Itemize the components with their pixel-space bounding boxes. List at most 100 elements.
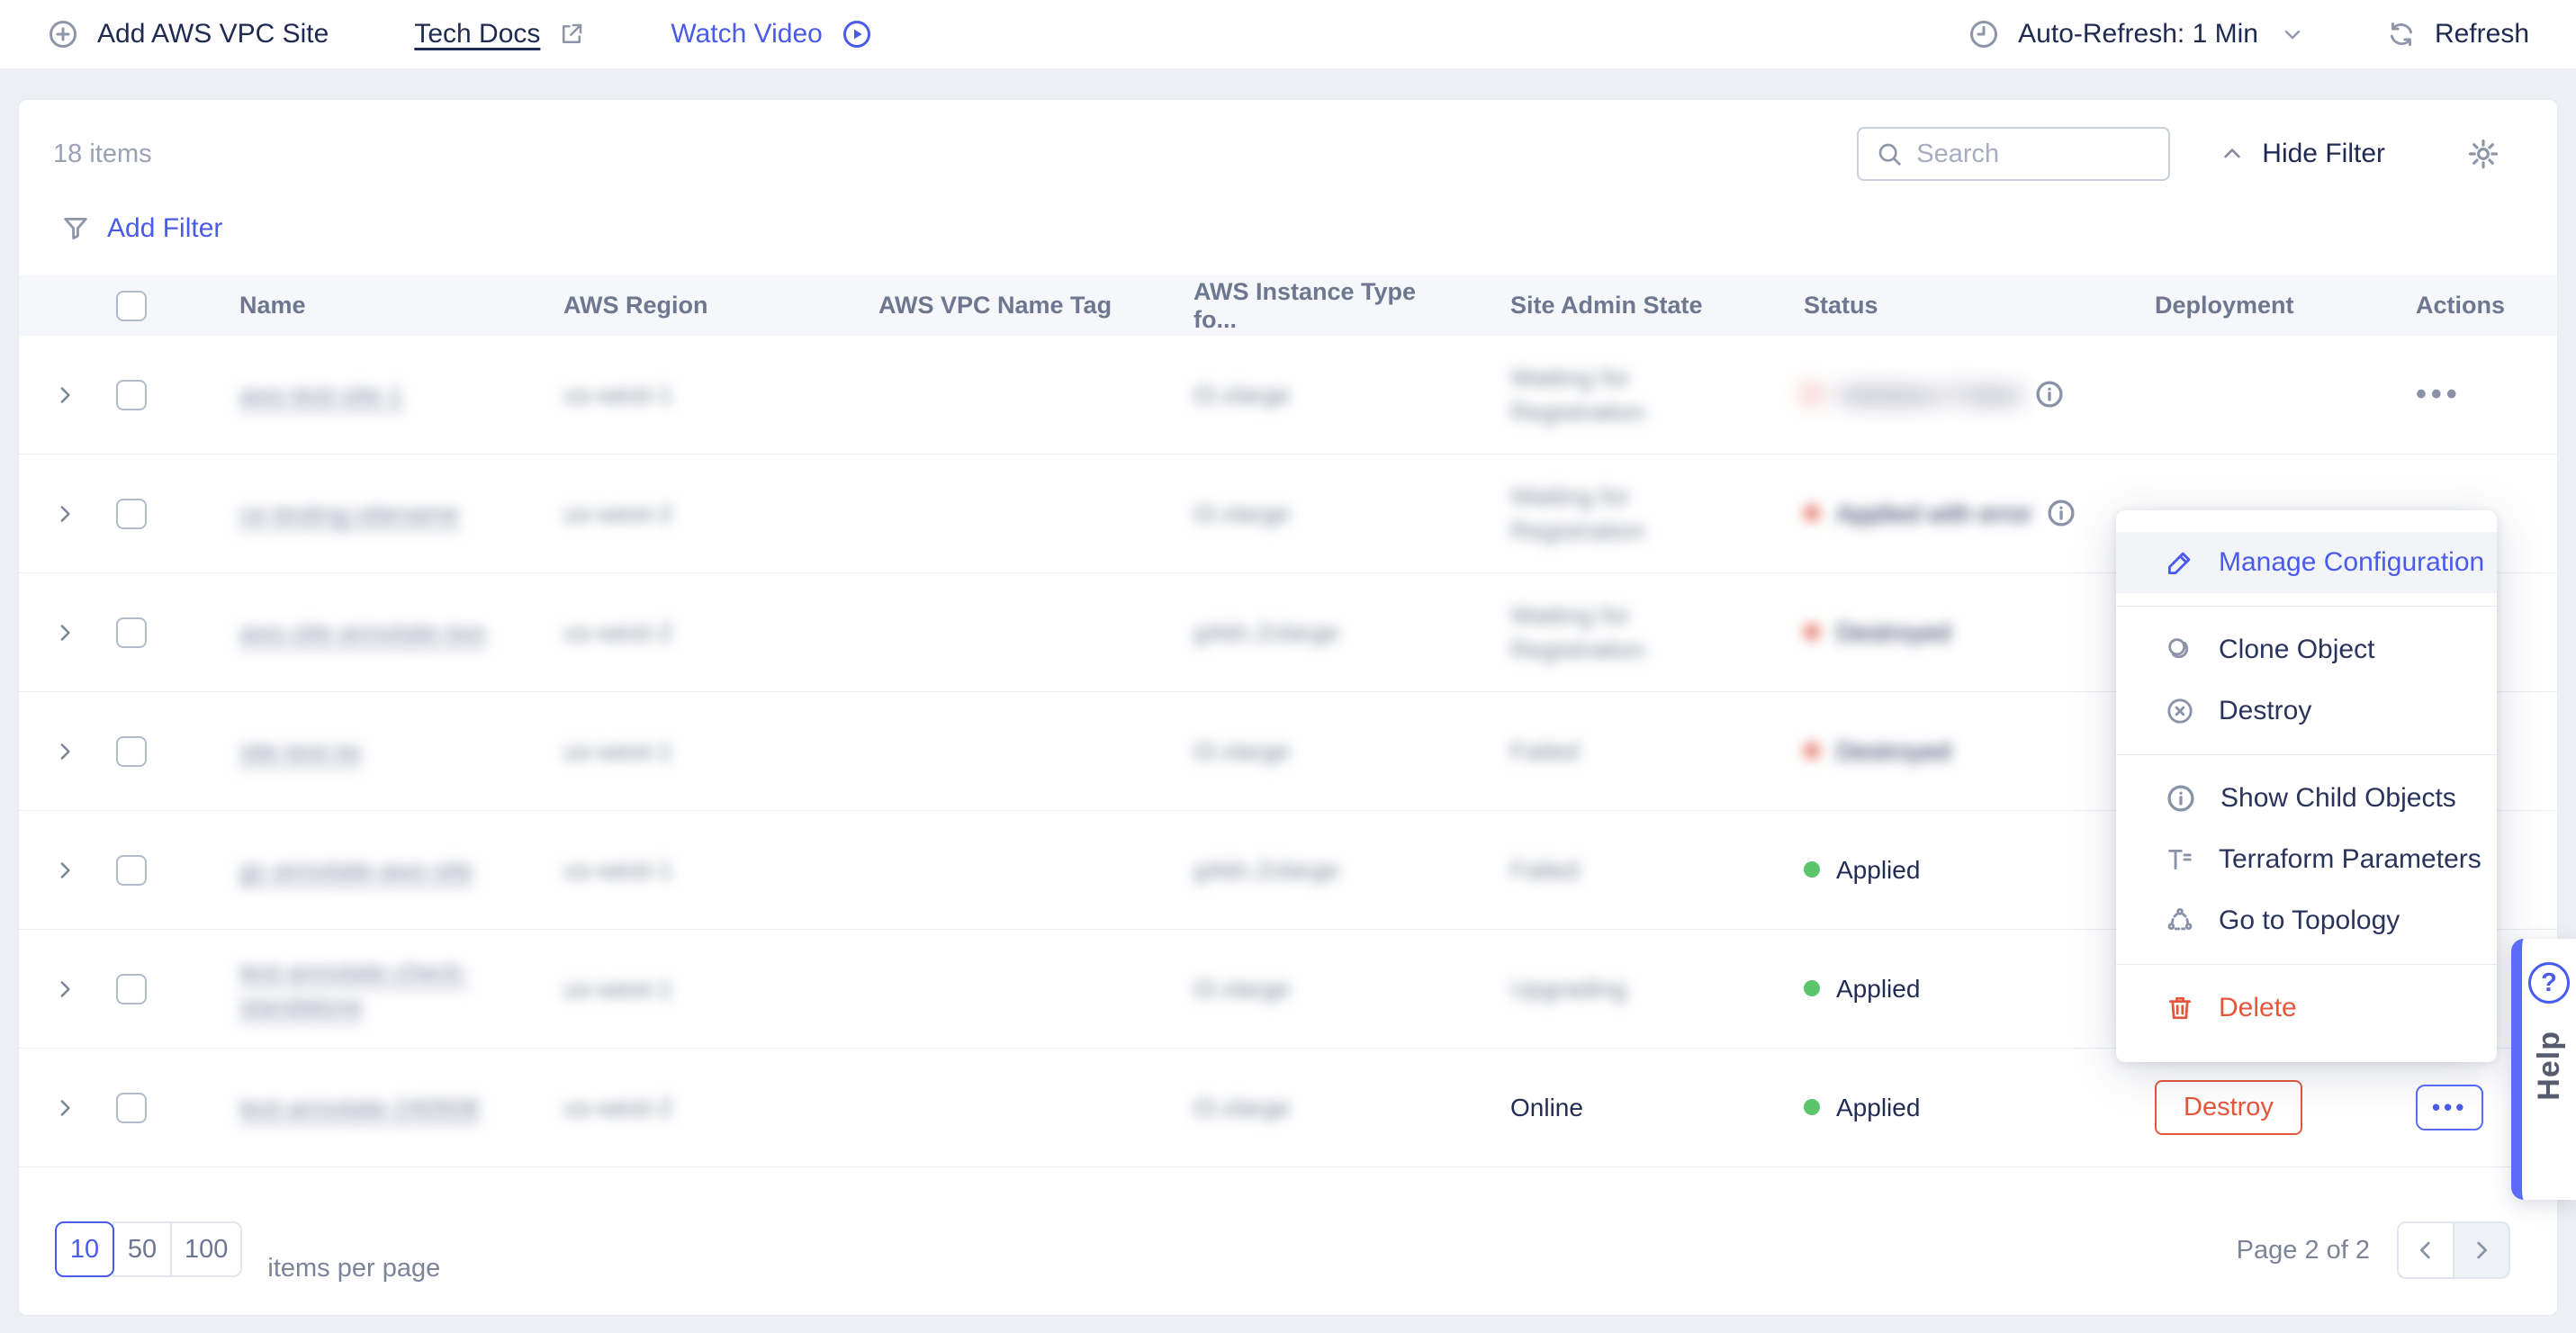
- row-expander-chevron-icon[interactable]: [19, 500, 82, 527]
- instance-type-value: g4dn.2xlarge: [1193, 855, 1339, 884]
- previous-page-button[interactable]: [2397, 1221, 2454, 1279]
- status-value: Validation Failed: [1836, 380, 2021, 409]
- cell-status: Applied with error: [1745, 497, 2096, 531]
- external-link-icon: [558, 21, 585, 48]
- destroy-button[interactable]: Destroy: [2155, 1080, 2302, 1135]
- row-menu-button-active[interactable]: •••: [2416, 1085, 2484, 1130]
- menu-item-show-child-objects[interactable]: Show Child Objects: [2116, 768, 2497, 829]
- info-circle-icon[interactable]: [2045, 497, 2077, 529]
- cell-instance-type: t3.xlarge: [1135, 972, 1452, 1006]
- table-row: test-annotate-240508 us-west-2 t3.xlarge On…: [19, 1049, 2557, 1167]
- next-page-button[interactable]: [2453, 1221, 2510, 1279]
- row-checkbox[interactable]: [116, 735, 147, 767]
- page-indicator: Page 2 of 2: [2236, 1235, 2370, 1265]
- plus-circle-icon: [47, 18, 79, 50]
- menu-item-manage-configuration[interactable]: Manage Configuration: [2116, 532, 2497, 593]
- page-size-10[interactable]: 10: [55, 1221, 114, 1277]
- row-expander-chevron-icon[interactable]: [19, 857, 82, 884]
- site-name-link[interactable]: test-annotate-check-standalone: [239, 957, 470, 1020]
- status-value: Applied: [1836, 855, 1921, 884]
- row-menu-button[interactable]: •••: [2416, 377, 2462, 411]
- cell-aws-region: us-west-1: [505, 972, 820, 1006]
- site-name-link[interactable]: ce-testing-sitename: [239, 499, 460, 527]
- row-expander-chevron-icon[interactable]: [19, 976, 82, 1003]
- page-size-50[interactable]: 50: [113, 1221, 172, 1277]
- gear-icon[interactable]: [2466, 137, 2500, 171]
- row-expander-chevron-icon[interactable]: [19, 1094, 82, 1121]
- menu-item-destroy[interactable]: Destroy: [2116, 680, 2497, 742]
- watch-video-link[interactable]: Watch Video: [671, 18, 872, 50]
- row-checkbox[interactable]: [116, 854, 147, 886]
- trash-icon: [2165, 993, 2195, 1023]
- instance-type-value: t3.xlarge: [1193, 499, 1291, 527]
- row-expander-chevron-icon[interactable]: [19, 619, 82, 646]
- tech-docs-link[interactable]: Tech Docs: [414, 19, 585, 50]
- aws-region-value: us-west-1: [563, 974, 673, 1003]
- info-circle-icon[interactable]: [2033, 378, 2066, 410]
- cell-actions: •••: [2357, 377, 2557, 412]
- auto-refresh-dropdown[interactable]: Auto-Refresh: 1 Min: [1968, 18, 2305, 50]
- cell-instance-type: t3.xlarge: [1135, 734, 1452, 769]
- cell-site-admin-state: Online: [1452, 1091, 1745, 1125]
- column-header-name: Name: [239, 292, 306, 319]
- cell-site-admin-state: Waiting for Registration: [1452, 480, 1745, 548]
- site-name-link[interactable]: site-test-tw: [239, 736, 362, 765]
- help-label: Help: [2531, 1031, 2566, 1101]
- site-name-link[interactable]: aws-test-site-1: [239, 380, 404, 409]
- site-admin-state-value: Online: [1510, 1093, 1583, 1121]
- cell-aws-region: us-west-2: [505, 1091, 820, 1125]
- row-checkbox[interactable]: [116, 973, 147, 1004]
- question-circle-icon: ?: [2528, 962, 2570, 1004]
- menu-item-delete[interactable]: Delete: [2116, 977, 2497, 1039]
- instance-type-value: g4dn.2xlarge: [1193, 617, 1339, 646]
- add-filter-label: Add Filter: [107, 213, 223, 243]
- hide-filter-button[interactable]: Hide Filter: [2219, 139, 2385, 169]
- add-aws-vpc-site-button[interactable]: Add AWS VPC Site: [47, 18, 329, 50]
- row-checkbox[interactable]: [116, 1092, 147, 1123]
- cell-name: test-annotate-check-standalone: [181, 955, 505, 1023]
- row-expander-chevron-icon[interactable]: [19, 382, 82, 409]
- cell-name: aws-site-annotate-two: [181, 616, 505, 650]
- items-per-page-label: items per page: [267, 1254, 441, 1283]
- refresh-button[interactable]: Refresh: [2386, 19, 2529, 50]
- menu-divider: [2116, 754, 2497, 755]
- menu-item-go-to-topology[interactable]: Go to Topology: [2116, 890, 2497, 951]
- chevron-up-icon: [2219, 140, 2246, 167]
- aws-region-value: us-west-1: [563, 736, 673, 765]
- menu-item-label: Go to Topology: [2219, 905, 2400, 935]
- menu-item-terraform-parameters[interactable]: Terraform Parameters: [2116, 829, 2497, 890]
- items-count: 18 items: [53, 139, 152, 168]
- search-icon: [1875, 140, 1904, 168]
- row-expander-chevron-icon[interactable]: [19, 738, 82, 765]
- funnel-icon: [60, 213, 91, 244]
- site-name-link[interactable]: test-annotate-240508: [239, 1093, 480, 1121]
- cell-name: site-test-tw: [181, 734, 505, 769]
- cell-instance-type: t3.xlarge: [1135, 378, 1452, 412]
- page-size-100[interactable]: 100: [170, 1221, 243, 1277]
- menu-item-label: Clone Object: [2219, 635, 2375, 664]
- site-name-link[interactable]: aws-site-annotate-two: [239, 617, 486, 646]
- cell-deployment: Destroy: [2096, 1080, 2357, 1135]
- cell-aws-region: us-west-1: [505, 734, 820, 769]
- menu-item-clone-object[interactable]: Clone Object: [2116, 619, 2497, 680]
- terraform-icon: [2165, 844, 2195, 875]
- refresh-label: Refresh: [2434, 19, 2529, 49]
- clone-icon: [2165, 635, 2195, 665]
- row-checkbox[interactable]: [116, 617, 147, 648]
- status-value: Applied: [1836, 974, 1921, 1003]
- row-checkbox[interactable]: [116, 379, 147, 410]
- clock-icon: [1968, 18, 2000, 50]
- site-name-link[interactable]: gc-annotate-aws-site: [239, 855, 473, 884]
- search-input[interactable]: [1916, 139, 2153, 169]
- add-filter-button[interactable]: Add Filter: [60, 213, 2500, 244]
- status-dot: [1804, 743, 1820, 760]
- column-header-actions: Actions: [2416, 292, 2506, 319]
- row-actions-context-menu: Manage Configuration Clone Object Destroy S…: [2116, 510, 2497, 1062]
- help-tab[interactable]: ? Help: [2511, 939, 2576, 1200]
- cell-status: Validation Failed: [1745, 378, 2096, 412]
- row-checkbox[interactable]: [116, 498, 147, 529]
- select-all-checkbox[interactable]: [116, 290, 147, 321]
- table-row: aws-test-site-1 us-west-1 t3.xlarge Waiting…: [19, 336, 2557, 455]
- topbar: Add AWS VPC Site Tech Docs Watch Video A…: [0, 0, 2576, 68]
- cell-site-admin-state: Waiting for Registration: [1452, 599, 1745, 667]
